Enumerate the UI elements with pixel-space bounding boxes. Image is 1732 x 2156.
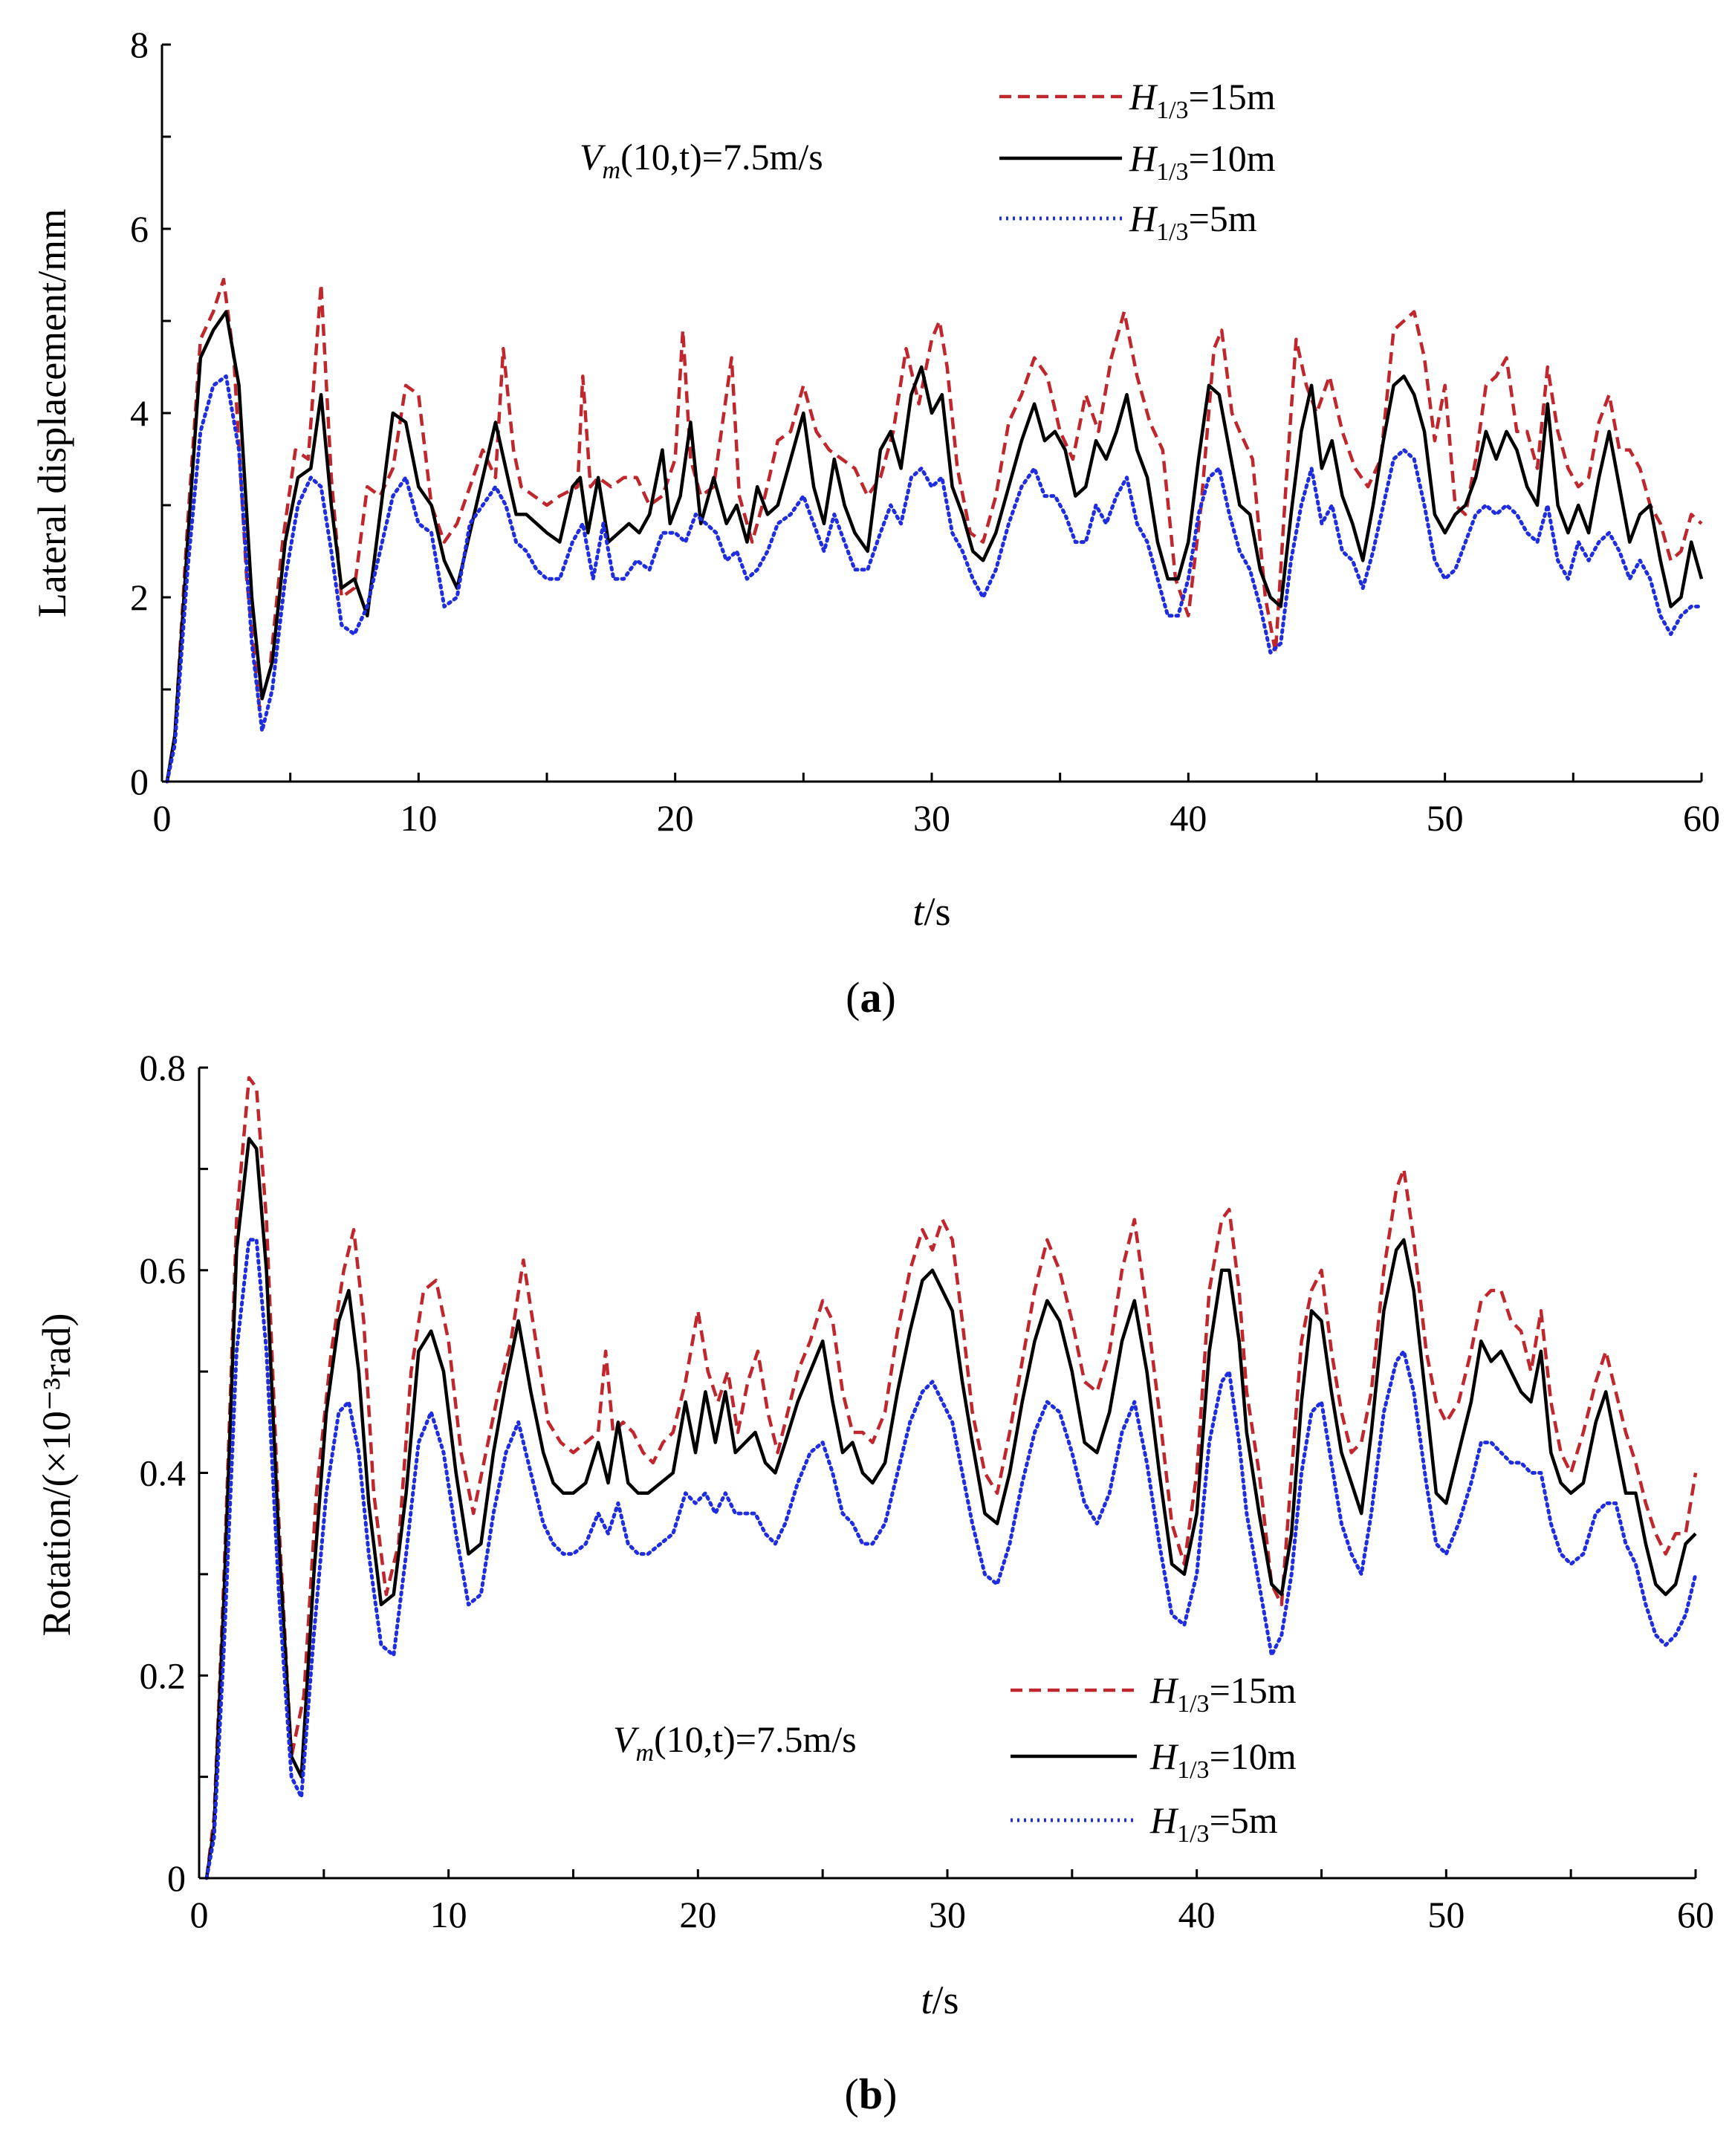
y-tick-label: 0.8 — [140, 1047, 187, 1088]
series-line-a-1 — [165, 310, 1704, 782]
chart-a-x-axis-title: t/s — [912, 889, 950, 934]
legend-sub: 1/3 — [1177, 1690, 1209, 1718]
chart-b-xlabel-unit: /s — [932, 1978, 959, 2022]
legend-sub: 1/3 — [1177, 1756, 1209, 1784]
legend-value: =5m — [1189, 198, 1257, 239]
legend-item: H1/3=10m — [999, 137, 1276, 186]
legend-item: H1/3=5m — [1011, 1799, 1278, 1848]
series-line-a-2 — [165, 374, 1704, 784]
chart-b: 0 10 20 30 40 50 60 0 0.2 0.4 0.6 0.8 Rotation/(×10… — [34, 1047, 1714, 2118]
chart-b-annotation-rest: (10,t)=7.5m/s — [654, 1718, 857, 1760]
y-tick-label: 0.6 — [140, 1250, 187, 1291]
chart-b-annotation: Vm(10,t)=7.5m/s — [613, 1718, 857, 1767]
x-tick-label: 0 — [153, 797, 172, 839]
legend-var: H — [1129, 198, 1158, 239]
x-tick-label: 60 — [1683, 797, 1720, 839]
chart-b-annotation-sub: m — [636, 1739, 655, 1767]
chart-a-annotation-rest: (10,t)=7.5m/s — [620, 136, 823, 178]
legend-value: =10m — [1210, 1735, 1297, 1777]
y-tick-label: 6 — [130, 208, 149, 250]
x-tick-label: 20 — [657, 797, 694, 839]
chart-a-series-layer — [165, 277, 1704, 784]
chart-b-legend: H1/3=15m H1/3=10m H1/3=5m — [1011, 1669, 1297, 1848]
x-tick-label: 0 — [190, 1894, 209, 1935]
legend-var: H — [1129, 76, 1158, 117]
chart-b-annotation-var: V — [613, 1718, 640, 1760]
chart-a-ticks: 0 10 20 30 40 50 60 0 2 4 6 8 — [130, 24, 1720, 839]
chart-a-annotation-sub: m — [603, 157, 621, 184]
legend-label: H1/3=5m — [1129, 198, 1257, 246]
legend-sub: 1/3 — [1177, 1820, 1209, 1848]
chart-a-annotation-var: V — [580, 136, 606, 178]
chart-a: 0 10 20 30 40 50 60 0 2 4 6 8 Lateral displacement/… — [30, 24, 1720, 1022]
caption-paren: ) — [883, 2070, 897, 2118]
chart-a-annotation: Vm(10,t)=7.5m/s — [580, 136, 823, 184]
legend-sub: 1/3 — [1156, 97, 1188, 124]
chart-b-y-axis-title: Rotation/(×10⁻³rad) — [34, 1313, 79, 1636]
legend-var: H — [1149, 1799, 1179, 1841]
y-tick-label: 4 — [130, 392, 149, 434]
legend-sub: 1/3 — [1156, 218, 1188, 246]
chart-a-y-axis-title: Lateral displacement/mm — [30, 209, 74, 617]
chart-b-x-axis-title: t/s — [921, 1978, 959, 2022]
chart-a-xlabel-var: t — [912, 889, 925, 934]
x-tick-label: 20 — [679, 1894, 716, 1935]
legend-value: =5m — [1210, 1799, 1278, 1841]
legend-var: H — [1129, 137, 1158, 179]
caption-letter: b — [859, 2070, 883, 2118]
chart-b-ticks: 0 10 20 30 40 50 60 0 0.2 0.4 0.6 0.8 — [140, 1047, 1715, 1935]
x-tick-label: 40 — [1170, 797, 1207, 839]
y-tick-label: 2 — [130, 577, 149, 618]
legend-var: H — [1149, 1735, 1179, 1777]
x-tick-label: 40 — [1178, 1894, 1216, 1935]
legend-label: H1/3=15m — [1149, 1669, 1297, 1718]
series-line-a-0 — [165, 277, 1703, 782]
y-tick-label: 8 — [130, 24, 149, 65]
series-line-b-2 — [204, 1238, 1698, 1880]
legend-label: H1/3=5m — [1149, 1799, 1278, 1848]
legend-label: H1/3=15m — [1129, 76, 1276, 124]
legend-label: H1/3=10m — [1129, 137, 1276, 186]
x-tick-label: 10 — [400, 797, 437, 839]
y-tick-label: 0 — [130, 761, 149, 802]
legend-var: H — [1149, 1669, 1179, 1711]
chart-b-series-layer — [204, 1076, 1698, 1880]
x-tick-label: 60 — [1677, 1894, 1714, 1935]
y-tick-label: 0.2 — [140, 1655, 187, 1696]
legend-item: H1/3=15m — [999, 76, 1276, 124]
series-line-b-1 — [204, 1137, 1697, 1879]
caption-paren: ( — [846, 973, 860, 1022]
legend-item: H1/3=10m — [1011, 1735, 1297, 1784]
chart-b-xlabel-var: t — [921, 1978, 933, 2022]
legend-label: H1/3=10m — [1149, 1735, 1297, 1784]
caption-paren: ( — [845, 2070, 859, 2118]
x-tick-label: 30 — [913, 797, 950, 839]
legend-item: H1/3=15m — [1011, 1669, 1297, 1718]
caption-letter: a — [860, 973, 882, 1022]
series-line-b-0 — [204, 1076, 1698, 1879]
x-tick-label: 50 — [1427, 797, 1464, 839]
legend-value: =15m — [1189, 76, 1276, 117]
chart-a-caption: (a) — [846, 973, 896, 1022]
legend-value: =15m — [1210, 1669, 1297, 1711]
legend-value: =10m — [1189, 137, 1276, 179]
y-tick-label: 0 — [167, 1857, 186, 1899]
chart-b-caption: (b) — [845, 2070, 898, 2118]
chart-a-xlabel-unit: /s — [924, 889, 950, 934]
legend-item: H1/3=5m — [999, 198, 1257, 246]
x-tick-label: 30 — [929, 1894, 966, 1935]
y-tick-label: 0.4 — [140, 1452, 187, 1494]
chart-a-legend: H1/3=15m H1/3=10m H1/3=5m — [999, 76, 1276, 246]
caption-paren: ) — [882, 973, 896, 1022]
x-tick-label: 50 — [1427, 1894, 1465, 1935]
x-tick-label: 10 — [430, 1894, 467, 1935]
legend-sub: 1/3 — [1156, 158, 1188, 186]
